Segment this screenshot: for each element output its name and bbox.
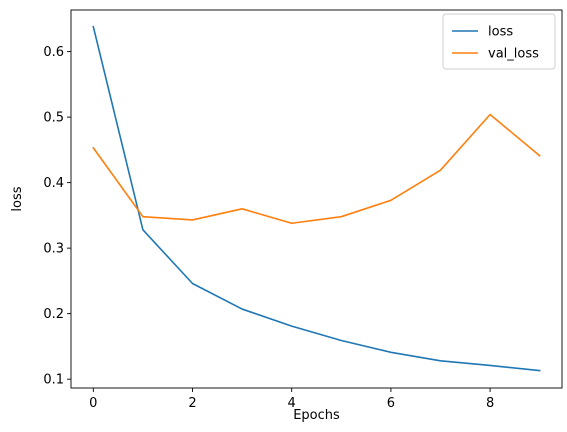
y-tick-label: 0.4 bbox=[43, 176, 64, 191]
series-layer bbox=[92, 25, 541, 372]
x-tick-label: 8 bbox=[486, 396, 494, 411]
x-tick-label: 0 bbox=[89, 396, 97, 411]
y-tick-label: 0.5 bbox=[43, 111, 64, 126]
plot-background bbox=[71, 10, 562, 388]
axes-layer: 0 2 4 6 8 0.1 0.2 0.3 0.4 0.5 0.6 Epochs loss bbox=[10, 9, 563, 423]
legend-label-val-loss: val_loss bbox=[488, 47, 539, 62]
y-tick-label: 0.1 bbox=[43, 373, 64, 388]
x-tick-label: 4 bbox=[288, 396, 296, 411]
y-tick-label: 0.6 bbox=[43, 45, 64, 60]
legend: loss val_loss bbox=[442, 13, 556, 70]
legend-label-loss: loss bbox=[488, 25, 513, 40]
plot-area bbox=[71, 10, 562, 388]
y-tick-label: 0.2 bbox=[43, 307, 64, 322]
x-tick-label: 2 bbox=[188, 396, 196, 411]
x-tick-label: 6 bbox=[387, 396, 395, 411]
x-axis-label: Epochs bbox=[293, 408, 340, 423]
series-line-loss bbox=[92, 25, 541, 372]
y-axis-label: loss bbox=[10, 186, 25, 211]
series-line-val-loss bbox=[92, 113, 541, 225]
axes-frame bbox=[70, 9, 563, 389]
y-tick-label: 0.3 bbox=[43, 242, 64, 257]
legend-box bbox=[442, 13, 556, 70]
